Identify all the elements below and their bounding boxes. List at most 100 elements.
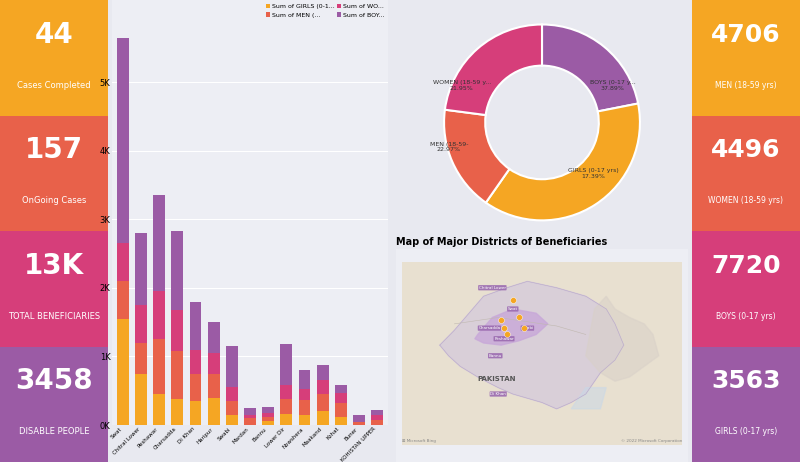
Bar bbox=[262, 417, 274, 421]
Wedge shape bbox=[486, 103, 640, 220]
Polygon shape bbox=[586, 296, 659, 381]
Text: Peshawar: Peshawar bbox=[494, 337, 514, 341]
Bar bbox=[171, 310, 183, 351]
Bar bbox=[226, 387, 238, 401]
Bar bbox=[226, 346, 238, 387]
Bar bbox=[262, 413, 274, 417]
Point bbox=[518, 324, 531, 332]
Text: Bannu: Bannu bbox=[489, 354, 502, 358]
Bar bbox=[692, 0, 800, 116]
Point bbox=[501, 331, 514, 338]
Bar bbox=[353, 422, 365, 425]
Bar bbox=[190, 401, 202, 425]
Bar bbox=[117, 38, 129, 243]
Bar bbox=[298, 415, 310, 425]
Polygon shape bbox=[475, 309, 548, 345]
Wedge shape bbox=[444, 109, 510, 203]
Bar bbox=[208, 398, 219, 425]
Text: GIRLS (0-17 yrs): GIRLS (0-17 yrs) bbox=[715, 427, 777, 437]
Bar bbox=[208, 353, 219, 374]
Text: Chitral Lower: Chitral Lower bbox=[478, 286, 506, 290]
Text: BOYS (0-17 yrs): BOYS (0-17 yrs) bbox=[716, 312, 776, 321]
Wedge shape bbox=[542, 24, 638, 111]
Bar bbox=[317, 411, 329, 425]
Text: TOTAL BENEFICIARIES: TOTAL BENEFICIARIES bbox=[8, 312, 100, 321]
Text: 13K: 13K bbox=[24, 252, 84, 280]
Bar bbox=[190, 302, 202, 350]
Bar bbox=[692, 116, 800, 231]
Bar bbox=[317, 365, 329, 381]
Polygon shape bbox=[571, 388, 606, 409]
Text: GIRLS (0-17 yrs)
17.39%: GIRLS (0-17 yrs) 17.39% bbox=[567, 168, 618, 179]
Bar bbox=[317, 381, 329, 394]
Text: Map of Major Districts of Beneficiaries: Map of Major Districts of Beneficiaries bbox=[396, 237, 607, 247]
Bar bbox=[244, 408, 256, 415]
Bar bbox=[171, 399, 183, 425]
Bar bbox=[190, 350, 202, 374]
Bar bbox=[154, 340, 165, 394]
Text: 3563: 3563 bbox=[711, 369, 781, 393]
Bar bbox=[208, 374, 219, 398]
Bar bbox=[0, 0, 108, 116]
Text: MEN (18-59-
22.97%: MEN (18-59- 22.97% bbox=[430, 141, 468, 152]
Text: 4496: 4496 bbox=[711, 138, 781, 162]
Polygon shape bbox=[440, 281, 624, 409]
Bar bbox=[117, 243, 129, 281]
Text: PAKISTAN: PAKISTAN bbox=[478, 376, 516, 382]
Bar bbox=[298, 401, 310, 415]
Bar bbox=[154, 195, 165, 292]
Bar bbox=[262, 421, 274, 425]
Text: Cases Completed: Cases Completed bbox=[17, 81, 91, 90]
Bar bbox=[335, 384, 346, 393]
Bar bbox=[692, 231, 800, 346]
Point bbox=[506, 297, 519, 304]
Text: MEN (18-59 yrs): MEN (18-59 yrs) bbox=[715, 81, 777, 90]
Bar bbox=[117, 319, 129, 425]
Text: 7720: 7720 bbox=[711, 254, 781, 278]
Bar bbox=[281, 414, 292, 425]
Bar bbox=[244, 415, 256, 418]
Bar bbox=[335, 393, 346, 403]
Legend: Sum of GIRLS (0-1..., Sum of MEN (..., Sum of WO..., Sum of BOY...: Sum of GIRLS (0-1..., Sum of MEN (..., S… bbox=[265, 3, 385, 18]
Bar bbox=[154, 394, 165, 425]
Bar bbox=[692, 346, 800, 462]
Bar bbox=[317, 394, 329, 411]
Text: WOMEN (18-59 y...
21.95%: WOMEN (18-59 y... 21.95% bbox=[433, 80, 491, 91]
Bar bbox=[353, 415, 365, 422]
Bar bbox=[402, 262, 682, 445]
Text: DISABLE PEOPLE: DISABLE PEOPLE bbox=[18, 427, 90, 437]
Text: Charsadda: Charsadda bbox=[478, 326, 501, 330]
Text: ⊞ Microsoft Bing: ⊞ Microsoft Bing bbox=[402, 439, 436, 443]
Bar bbox=[135, 374, 147, 425]
Point bbox=[498, 324, 510, 332]
Text: 4706: 4706 bbox=[711, 23, 781, 47]
Text: Di Khan: Di Khan bbox=[490, 392, 506, 396]
Bar bbox=[171, 231, 183, 310]
Bar bbox=[281, 399, 292, 414]
Text: 44: 44 bbox=[34, 21, 74, 49]
Bar bbox=[281, 385, 292, 399]
Bar bbox=[0, 116, 108, 231]
Bar bbox=[298, 389, 310, 401]
Bar bbox=[281, 344, 292, 385]
Wedge shape bbox=[445, 24, 542, 115]
Text: Swabi: Swabi bbox=[522, 326, 534, 330]
Bar bbox=[335, 403, 346, 417]
Bar bbox=[171, 351, 183, 399]
Text: OnGoing Cases: OnGoing Cases bbox=[22, 196, 86, 206]
Bar bbox=[371, 415, 383, 419]
Text: WOMEN (18-59 yrs): WOMEN (18-59 yrs) bbox=[709, 196, 783, 206]
Bar bbox=[226, 401, 238, 415]
Bar bbox=[0, 231, 108, 346]
Bar bbox=[371, 410, 383, 415]
Text: 3458: 3458 bbox=[15, 367, 93, 395]
Point bbox=[512, 314, 525, 321]
Text: BOYS (0-17 y...
37.89%: BOYS (0-17 y... 37.89% bbox=[590, 80, 635, 91]
Bar bbox=[298, 370, 310, 389]
Bar bbox=[135, 343, 147, 374]
Bar bbox=[0, 346, 108, 462]
Bar bbox=[117, 281, 129, 319]
Bar bbox=[208, 322, 219, 353]
Text: 157: 157 bbox=[25, 136, 83, 164]
Point bbox=[494, 316, 507, 323]
